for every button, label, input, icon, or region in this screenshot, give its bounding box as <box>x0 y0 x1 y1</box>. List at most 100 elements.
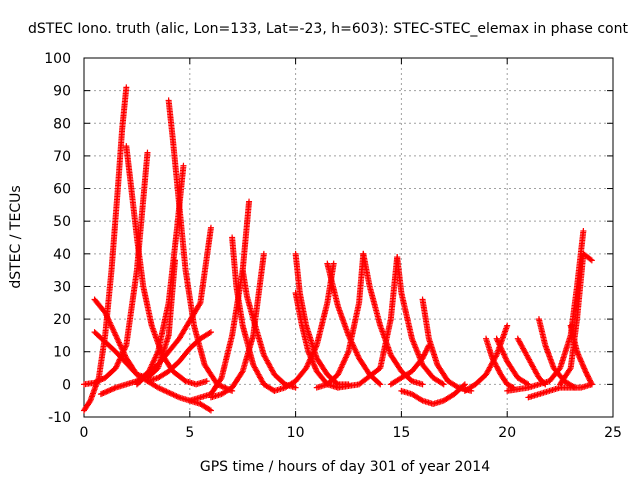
series-20 <box>394 254 447 388</box>
series-5 <box>165 97 236 394</box>
point <box>330 260 337 267</box>
point <box>207 407 214 414</box>
point <box>577 355 584 362</box>
y-tick-label: -10 <box>48 410 71 426</box>
point <box>575 352 582 359</box>
point <box>144 149 151 156</box>
series-8 <box>144 329 214 385</box>
point <box>310 361 317 368</box>
y-tick-label: 50 <box>53 214 71 230</box>
x-tick-label: 0 <box>80 425 89 441</box>
point <box>292 384 299 391</box>
y-tick-label: 100 <box>44 51 71 67</box>
point <box>420 352 427 359</box>
point <box>180 162 187 169</box>
point <box>439 380 446 387</box>
series-12 <box>239 267 299 391</box>
series-4 <box>97 224 214 398</box>
point <box>575 351 582 358</box>
point <box>418 396 425 403</box>
point <box>425 343 432 350</box>
point <box>566 366 573 373</box>
series-0 <box>81 84 130 414</box>
point <box>422 348 429 355</box>
series-23 <box>387 342 432 388</box>
point <box>312 365 319 372</box>
point <box>423 347 430 354</box>
point <box>307 352 314 359</box>
point <box>196 301 203 308</box>
series-21 <box>398 381 468 407</box>
point <box>580 362 587 369</box>
point <box>308 357 315 364</box>
series-15 <box>292 289 341 391</box>
point <box>203 378 210 385</box>
y-tick-label: 40 <box>53 247 71 263</box>
point <box>376 380 383 387</box>
point <box>307 354 314 361</box>
point <box>310 359 317 366</box>
point <box>585 374 592 381</box>
y-tick-label: 90 <box>53 84 71 100</box>
point <box>311 362 318 369</box>
y-tick-label: 20 <box>53 312 71 328</box>
point <box>584 372 591 379</box>
point <box>306 351 313 358</box>
point <box>574 350 581 357</box>
point <box>579 361 586 368</box>
point <box>440 381 447 388</box>
x-tick-label: 10 <box>287 425 305 441</box>
point <box>582 368 589 375</box>
point <box>587 256 594 263</box>
point <box>424 344 431 351</box>
point <box>580 364 587 371</box>
point <box>581 365 588 372</box>
point <box>580 227 587 234</box>
point <box>92 379 99 386</box>
point <box>95 377 102 384</box>
y-tick-label: 60 <box>53 182 71 198</box>
chart-title: dSTEC Iono. truth (alic, Lon=133, Lat=-2… <box>28 21 628 37</box>
point <box>305 350 312 357</box>
point <box>206 329 213 336</box>
point <box>94 378 101 385</box>
point <box>422 350 429 357</box>
point <box>578 358 585 365</box>
series-32 <box>525 381 595 401</box>
point <box>578 359 585 366</box>
point <box>260 250 267 257</box>
y-axis-label: dSTEC / TECUs <box>8 185 24 288</box>
point <box>588 257 595 264</box>
point <box>246 198 253 205</box>
point <box>420 353 427 360</box>
point <box>586 376 593 383</box>
point <box>504 322 511 329</box>
point <box>461 381 468 388</box>
series-6 <box>133 162 187 388</box>
point <box>577 357 584 364</box>
point <box>91 379 98 386</box>
point <box>309 358 316 365</box>
point <box>585 373 592 380</box>
point <box>99 376 106 383</box>
point <box>581 366 588 373</box>
point <box>583 369 590 376</box>
y-tick-label: 0 <box>62 377 71 393</box>
x-tick-label: 20 <box>498 425 516 441</box>
point <box>217 376 224 383</box>
series-10 <box>229 234 278 394</box>
grid <box>84 58 613 417</box>
x-tick-label: 5 <box>185 425 194 441</box>
point <box>238 369 245 376</box>
x-axis-label: GPS time / hours of day 301 of year 2014 <box>200 459 490 475</box>
point <box>419 381 426 388</box>
point <box>206 406 213 413</box>
y-tick-label: 30 <box>53 279 71 295</box>
point <box>98 376 105 383</box>
point <box>308 355 315 362</box>
point <box>425 342 432 349</box>
point <box>419 355 426 362</box>
y-tick-label: 70 <box>53 149 71 165</box>
point <box>123 84 130 91</box>
